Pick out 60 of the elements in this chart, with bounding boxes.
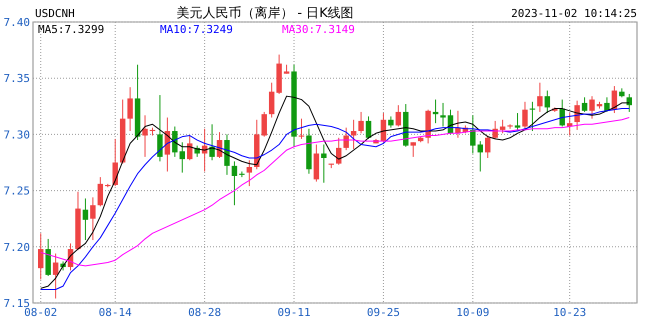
y-tick-label: 7.20 <box>4 240 30 254</box>
candlestick <box>343 127 349 151</box>
y-tick-label: 7.25 <box>4 184 30 198</box>
candlestick <box>589 96 595 120</box>
candlestick <box>537 82 543 112</box>
candlestick <box>127 86 133 132</box>
candlestick <box>142 114 148 158</box>
candlestick <box>336 137 342 166</box>
candlestick <box>232 160 238 206</box>
candlestick <box>262 111 267 138</box>
text: MA30:7.3149 <box>282 23 355 36</box>
candlestick <box>52 253 58 300</box>
candlestick <box>574 100 580 130</box>
y-tick-label: 7.35 <box>4 72 30 86</box>
candlestick <box>202 128 208 172</box>
y-tick-label: 7.40 <box>4 16 30 29</box>
candlestick <box>388 116 394 128</box>
y-tick-label: 7.30 <box>4 128 30 142</box>
candlestick <box>478 140 483 172</box>
candlestick <box>350 119 356 150</box>
candlestick <box>432 99 438 124</box>
candlestick <box>38 232 44 280</box>
text: MA10:7.3249 <box>160 23 233 36</box>
candlestick <box>358 111 364 134</box>
x-tick-label: 08-02 <box>24 306 58 319</box>
candlestick <box>522 101 528 130</box>
candlestick <box>440 102 446 128</box>
x-tick-label: 08-14 <box>98 306 132 319</box>
candlestick <box>485 135 490 159</box>
candlestick <box>500 119 506 134</box>
candlestick <box>321 144 327 184</box>
candlestick <box>612 86 618 114</box>
candlestick <box>98 176 104 207</box>
candlestick <box>366 116 372 140</box>
x-tick-label: 09-25 <box>366 306 400 319</box>
candlestick <box>268 82 274 118</box>
candlestick <box>180 142 185 174</box>
x-tick-label: 08-28 <box>188 306 222 319</box>
text: MA5:7.3299 <box>38 23 104 36</box>
candlestick <box>470 114 476 154</box>
x-tick-label: 10-09 <box>456 306 490 319</box>
candlestick <box>582 96 588 112</box>
candlestick <box>604 96 610 112</box>
candlestick <box>246 160 252 187</box>
candlestick <box>560 99 565 128</box>
candlestick <box>187 135 192 161</box>
candlestick <box>514 112 520 130</box>
text: 2023-11-02 10:14:25 <box>511 7 637 20</box>
candlestick <box>157 94 163 162</box>
chart-subtitle: USDCNH <box>35 7 75 20</box>
candlestick <box>172 126 178 158</box>
candlestick <box>82 198 88 241</box>
candlestick <box>380 112 386 143</box>
x-tick-label: 10-23 <box>553 306 586 319</box>
candlestick <box>112 138 118 187</box>
chart-title: 美元人民币（离岸） - 日K线图 <box>176 5 354 21</box>
x-tick-label: 09-11 <box>277 306 311 319</box>
candlestick <box>90 196 96 241</box>
candlestick <box>396 104 402 128</box>
candlestick <box>544 90 550 114</box>
